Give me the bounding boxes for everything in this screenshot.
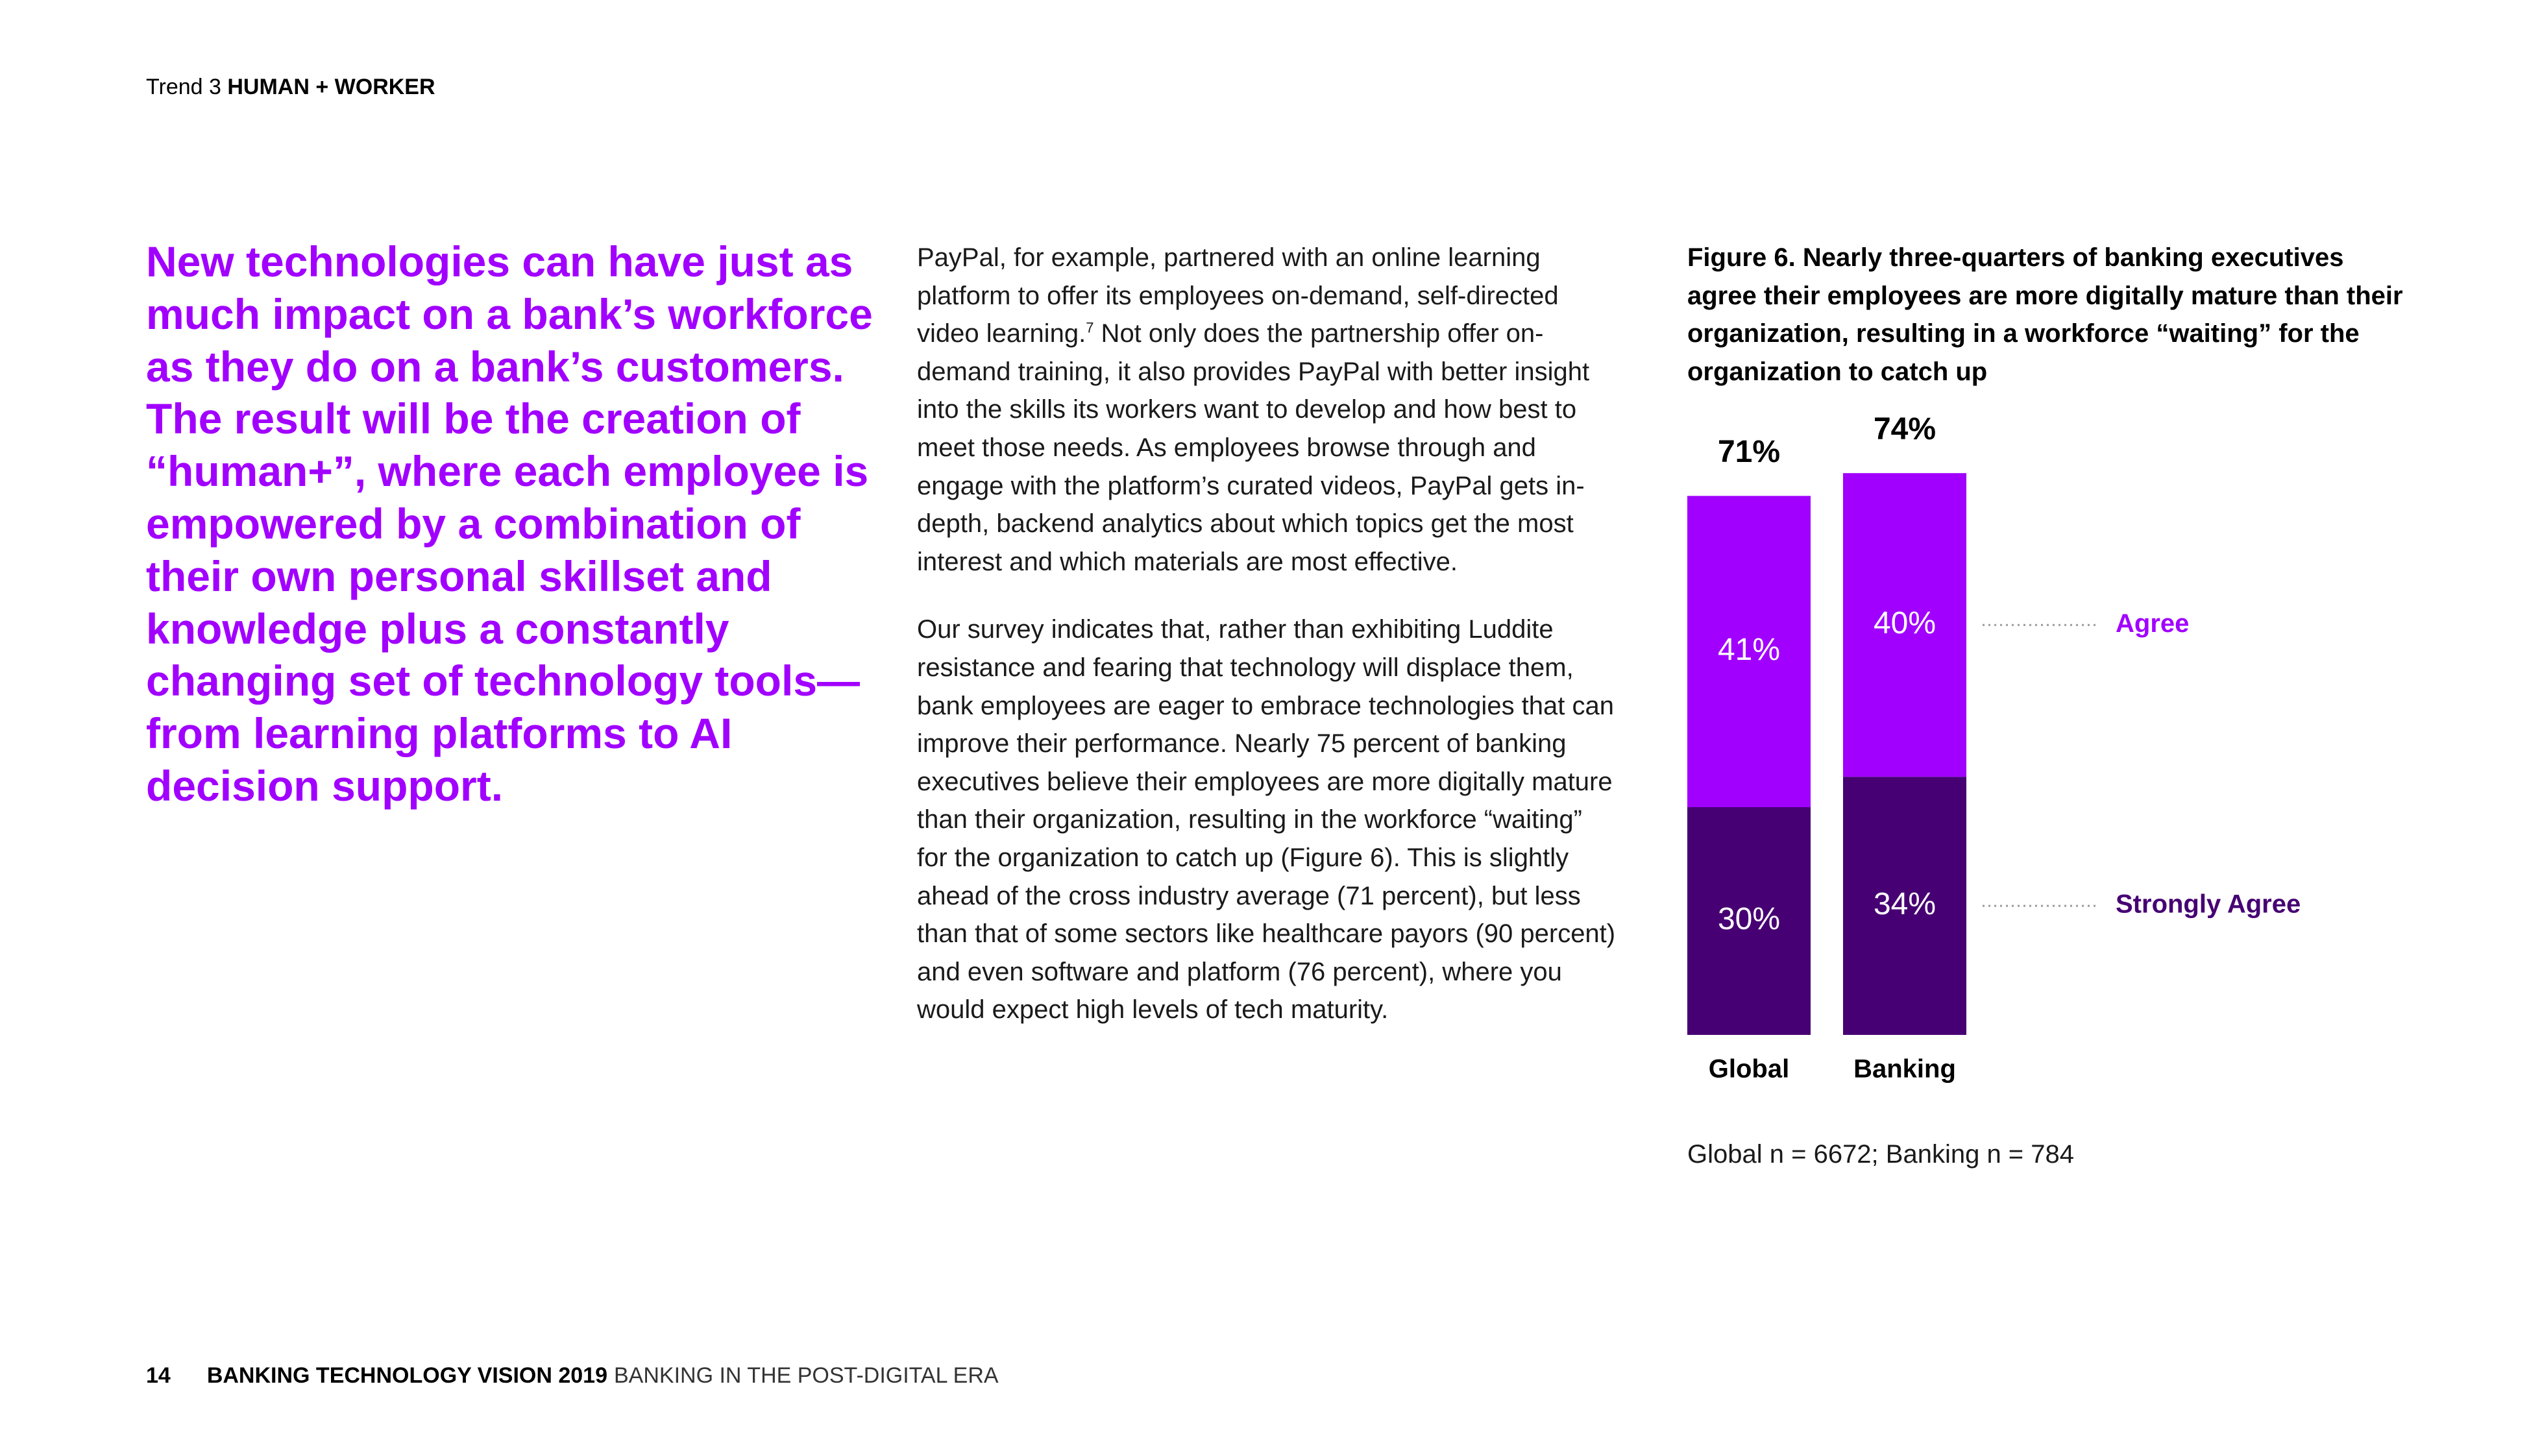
trend-title: HUMAN + WORKER — [227, 75, 435, 99]
running-header: Trend 3 HUMAN + WORKER — [146, 74, 435, 100]
legend-label-strongly-agree: Strongly Agree — [2116, 890, 2301, 919]
legend-label-agree: Agree — [2116, 609, 2189, 638]
category-label-banking: Banking — [1853, 1055, 1956, 1084]
body-paragraph-1-start: PayPal, for example, partnered with an o… — [917, 243, 1559, 348]
pull-quote-headline: New technologies can have just as much i… — [146, 237, 873, 810]
segment-label-banking-agree: 40% — [1874, 606, 1936, 640]
body-paragraph-2: Our survey indicates that, rather than e… — [917, 615, 1616, 1025]
bar-segment-global-strongly-agree — [1687, 807, 1811, 1035]
stacked-bar-chart: 30% 41% 71% Global 34% 40% 74% Banking Strongly … — [1687, 412, 2301, 1084]
total-label-global: 71% — [1718, 435, 1780, 469]
segment-label-global-strongly-agree: 30% — [1718, 902, 1780, 936]
page-footer: 14 BANKING TECHNOLOGY VISION 2019 BANKING … — [146, 1363, 999, 1389]
bar-segment-banking-strongly-agree — [1843, 777, 1966, 1035]
body-paragraph-1: PayPal, for example, partnered with an o… — [917, 239, 1618, 581]
category-label-global: Global — [1709, 1055, 1789, 1084]
total-label-banking: 74% — [1874, 412, 1936, 446]
page-number: 14 — [146, 1363, 171, 1388]
sample-size-note: Global n = 6672; Banking n = 784 — [1687, 1140, 2075, 1169]
segment-label-global-agree: 41% — [1718, 633, 1780, 667]
trend-label: Trend 3 — [146, 75, 221, 99]
bar-segment-banking-agree — [1843, 473, 1966, 777]
section-title: BANKING IN THE POST-DIGITAL ERA — [614, 1363, 999, 1388]
body-text-column: PayPal, for example, partnered with an o… — [917, 239, 1618, 1029]
segment-label-banking-strongly-agree: 34% — [1874, 887, 1936, 921]
figure-title: Figure 6. Nearly three-quarters of banki… — [1687, 243, 2403, 386]
footnote-reference: 7 — [1086, 319, 1094, 336]
body-paragraph-1-end: Not only does the partnership offer on-d… — [917, 319, 1590, 576]
publication-title: BANKING TECHNOLOGY VISION 2019 — [206, 1363, 607, 1388]
bar-segment-global-agree — [1687, 496, 1811, 807]
